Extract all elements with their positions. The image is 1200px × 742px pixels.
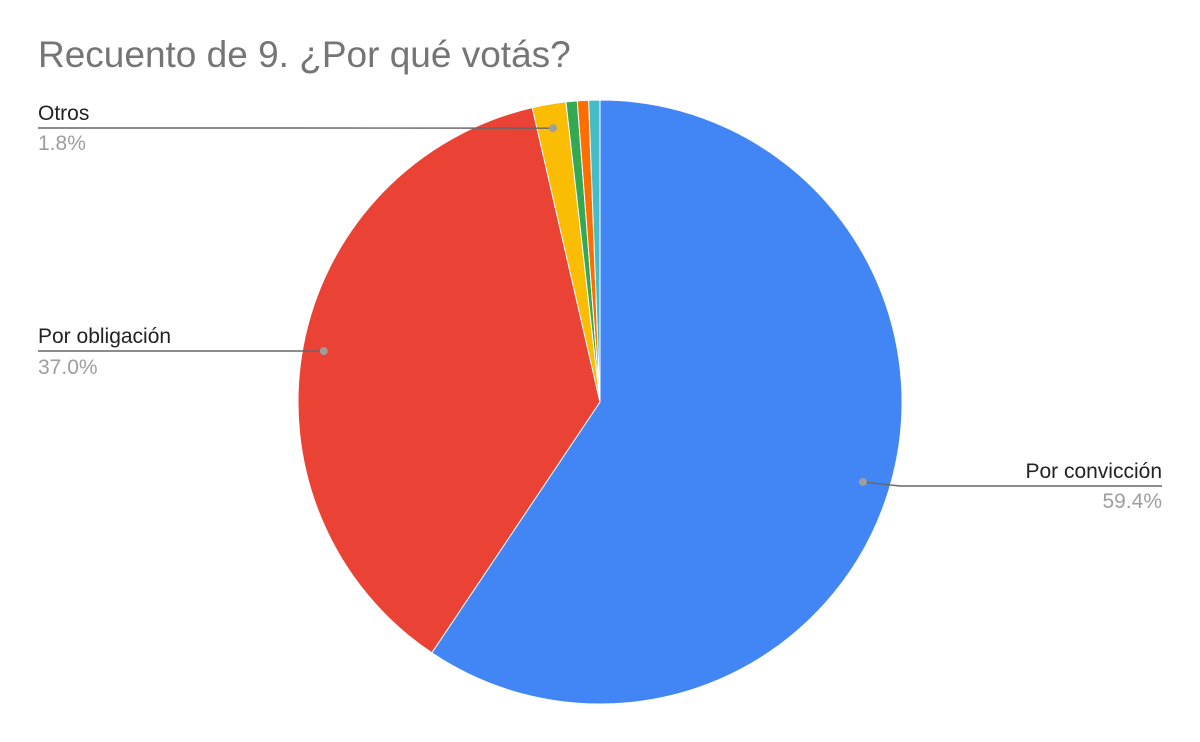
leader-line-1 bbox=[862, 481, 1162, 487]
slice-percent-3: 1.8% bbox=[38, 132, 86, 155]
leader-dot-1 bbox=[858, 477, 867, 486]
leader-dot-3 bbox=[549, 124, 558, 133]
slice-percent-2: 37.0% bbox=[38, 356, 98, 379]
pie-labels: Por convicción 59.4% Por obligación 37.0% Ot… bbox=[38, 102, 1162, 513]
pie-slice-1[interactable] bbox=[431, 99, 903, 705]
leader-dot-2 bbox=[319, 347, 328, 356]
pie-slices bbox=[297, 99, 903, 705]
slice-percent-1: 59.4% bbox=[1102, 490, 1162, 513]
slice-label-2: Por obligación bbox=[38, 325, 171, 348]
chart-title: Recuento de 9. ¿Por qué votás? bbox=[38, 34, 571, 75]
pie-slice-6[interactable] bbox=[588, 99, 601, 403]
slice-label-3: Otros bbox=[38, 102, 89, 125]
pie-slice-2[interactable] bbox=[297, 107, 601, 654]
slice-label-1: Por convicción bbox=[1025, 460, 1162, 483]
